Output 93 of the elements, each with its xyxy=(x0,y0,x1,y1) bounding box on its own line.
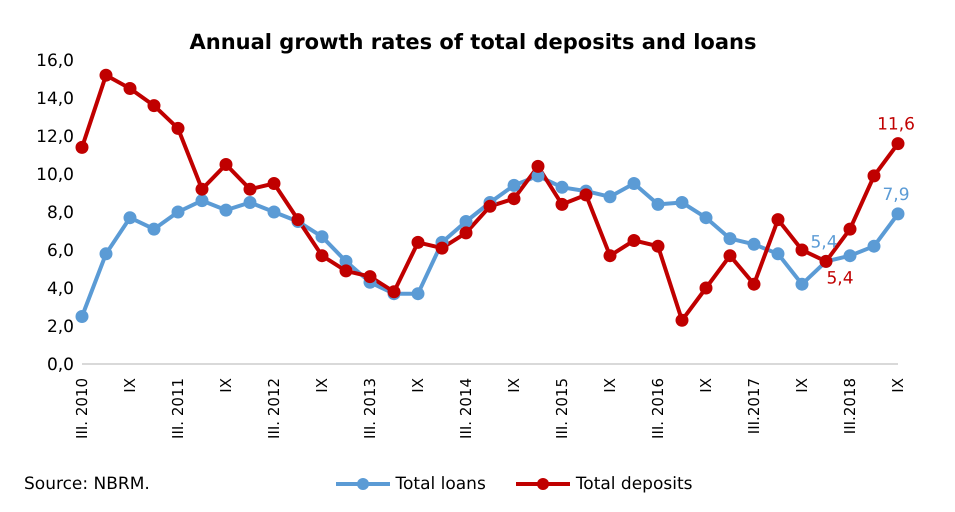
data-label: 5,4 xyxy=(810,232,838,252)
point xyxy=(100,247,112,260)
point xyxy=(604,190,616,204)
y-tick-label: 16,0 xyxy=(36,51,74,72)
point xyxy=(340,264,352,278)
point xyxy=(508,178,520,192)
point xyxy=(148,222,160,236)
point xyxy=(868,169,880,182)
x-tick-label: IX xyxy=(505,378,523,393)
point xyxy=(748,238,760,251)
y-tick-label: 8,0 xyxy=(46,203,74,224)
point xyxy=(724,249,736,262)
y-tick-label: 6,0 xyxy=(46,241,74,262)
point xyxy=(796,244,808,256)
point xyxy=(100,68,112,82)
point xyxy=(220,158,232,171)
point xyxy=(772,213,784,226)
x-tick-label: IX xyxy=(601,378,619,393)
point xyxy=(676,196,688,209)
y-tick-label: 12,0 xyxy=(36,127,74,148)
point xyxy=(124,211,136,224)
x-tick-label: III. 2010 xyxy=(73,378,91,439)
point xyxy=(652,240,664,253)
point xyxy=(412,236,424,249)
x-tick-label: III. 2011 xyxy=(169,378,187,439)
x-tick-label: IX xyxy=(409,378,427,393)
point xyxy=(220,204,232,217)
point xyxy=(556,198,568,211)
y-tick-label: 14,0 xyxy=(36,89,74,110)
y-tick-label: 10,0 xyxy=(36,165,74,186)
point xyxy=(172,206,184,218)
data-label: 11,6 xyxy=(877,114,915,135)
point xyxy=(844,222,856,236)
point xyxy=(316,249,328,262)
point xyxy=(796,278,808,291)
point xyxy=(580,188,592,202)
point xyxy=(844,249,856,262)
point xyxy=(700,282,712,294)
x-tick-label: III. 2012 xyxy=(265,378,283,439)
x-tick-label: IX xyxy=(697,378,715,393)
point xyxy=(364,270,376,284)
point xyxy=(892,207,904,220)
point xyxy=(412,287,424,300)
point xyxy=(604,249,616,262)
x-tick-label: IX xyxy=(121,378,139,393)
x-tick-label: III. 2015 xyxy=(553,378,571,439)
x-tick-label: IX xyxy=(217,378,235,393)
chart-title: Annual growth rates of total deposits and loans xyxy=(188,29,758,54)
point xyxy=(124,82,136,95)
point xyxy=(628,177,640,190)
x-tick-label: III.2017 xyxy=(745,378,763,434)
point xyxy=(460,226,472,240)
point xyxy=(172,122,184,135)
point xyxy=(772,247,784,260)
point xyxy=(316,230,328,244)
point xyxy=(748,278,760,291)
y-tick-label: 4,0 xyxy=(46,279,74,300)
point xyxy=(868,240,880,253)
point xyxy=(676,314,688,327)
point xyxy=(436,242,448,255)
point xyxy=(76,140,88,154)
x-tick-label: III. 2013 xyxy=(361,378,379,439)
x-tick-label: III. 2014 xyxy=(457,378,475,439)
point xyxy=(460,215,472,228)
point xyxy=(268,206,280,218)
x-tick-label: III.2018 xyxy=(841,378,859,434)
point xyxy=(724,232,736,246)
data-label: 5,4 xyxy=(826,268,854,288)
point xyxy=(148,99,160,112)
point xyxy=(268,177,280,190)
point xyxy=(244,182,256,196)
point xyxy=(532,160,544,173)
point xyxy=(700,211,712,224)
point xyxy=(76,310,88,323)
x-tick-label: IX xyxy=(889,378,907,393)
point xyxy=(196,194,208,208)
data-label: 7,9 xyxy=(882,184,910,205)
point xyxy=(484,200,496,213)
x-tick-label: III. 2016 xyxy=(649,378,667,439)
point xyxy=(556,180,568,194)
point xyxy=(892,137,904,150)
point xyxy=(244,196,256,209)
source-note: Source: NBRM. xyxy=(24,474,150,494)
point xyxy=(508,192,520,206)
point xyxy=(196,182,208,196)
legend-label: Total deposits xyxy=(576,474,692,494)
point xyxy=(628,234,640,247)
y-tick-label: 2,0 xyxy=(46,317,74,338)
y-tick-label: 0,0 xyxy=(46,355,74,376)
x-tick-label: IX xyxy=(793,378,811,393)
x-tick-label: IX xyxy=(313,378,331,393)
point xyxy=(652,198,664,211)
legend-label: Total loans xyxy=(396,474,486,494)
